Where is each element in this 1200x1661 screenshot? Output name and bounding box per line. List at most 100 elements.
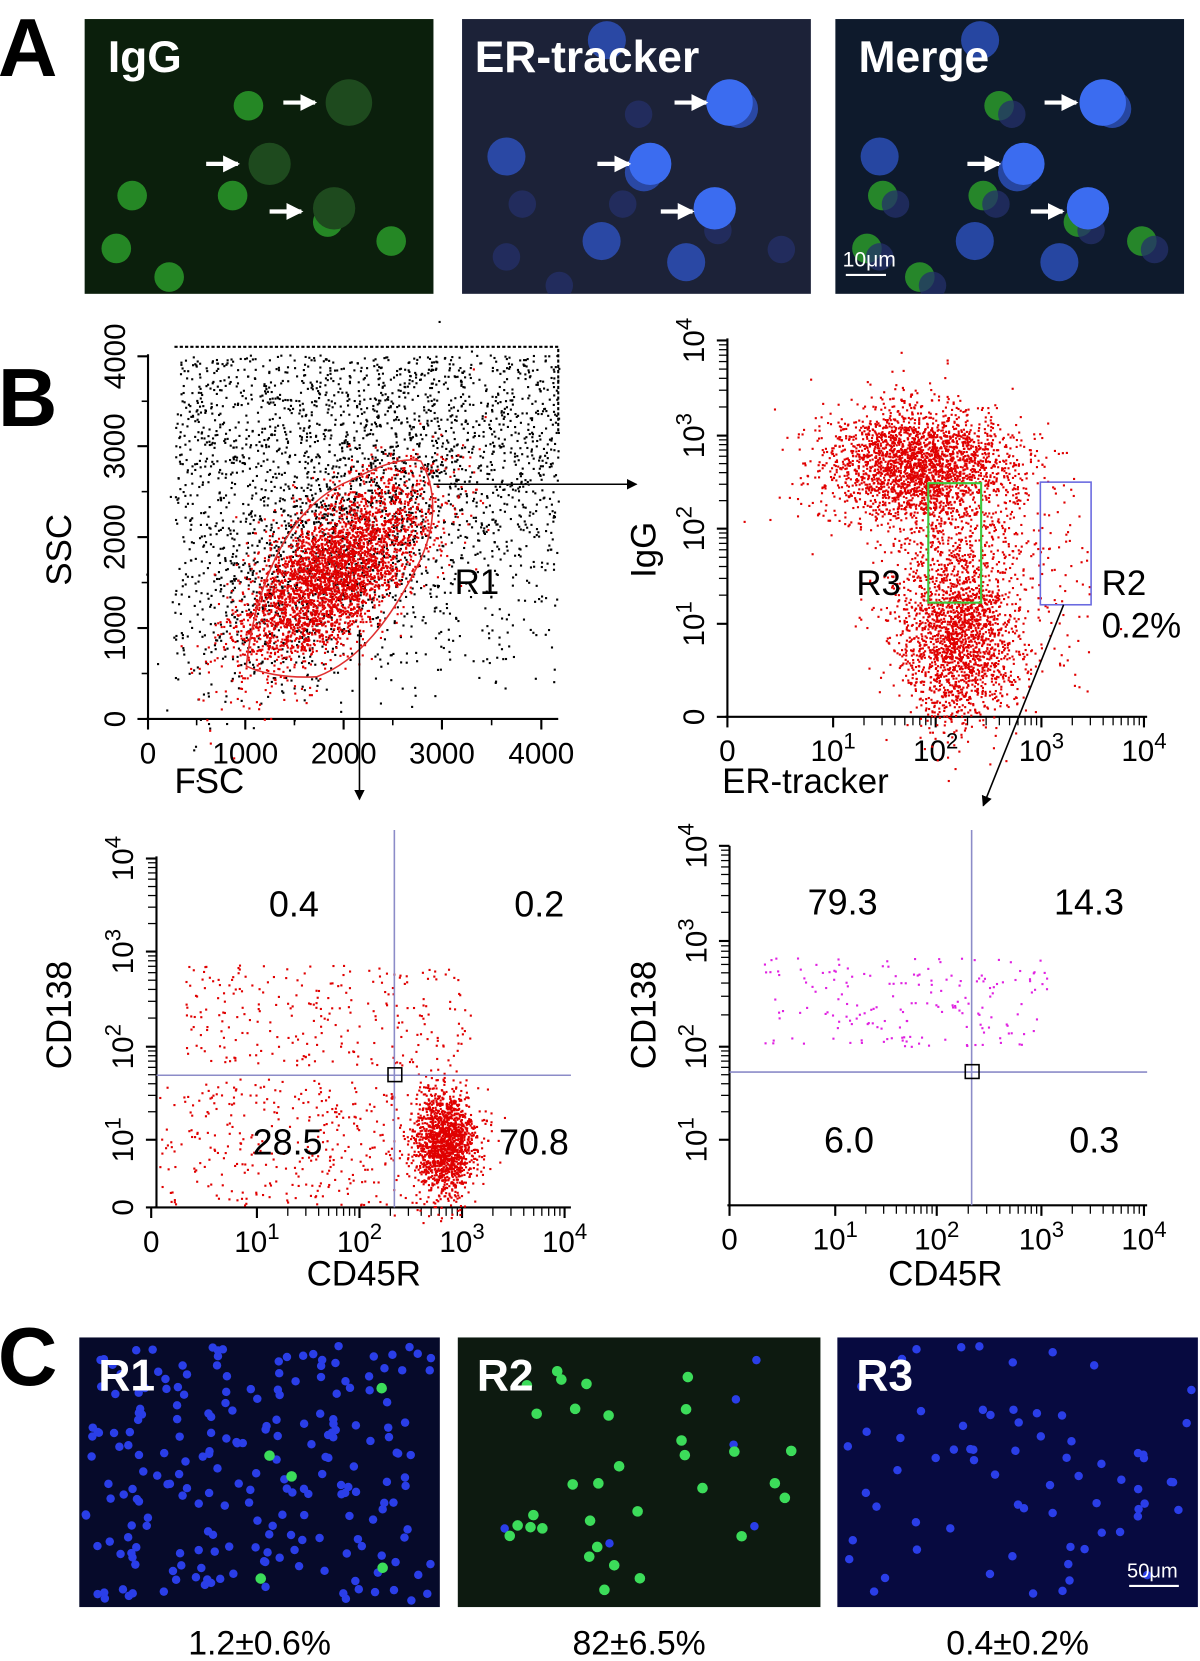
event [437,391,440,394]
event [456,443,459,446]
event [448,563,451,567]
event [258,583,261,586]
event [232,520,235,523]
event [388,586,391,589]
event [215,392,218,396]
event [281,563,284,567]
event [536,368,539,372]
event [210,651,213,654]
event [478,465,481,468]
event [310,411,313,414]
event [175,426,178,429]
event [371,514,374,517]
event [337,564,340,567]
event [166,709,169,712]
event [251,430,254,433]
event [212,462,215,466]
event [418,356,422,359]
event [279,626,282,629]
event [277,629,280,632]
event [452,523,455,526]
event [399,599,402,602]
event [272,578,276,581]
event [340,506,343,509]
event [290,640,293,643]
event [308,649,311,652]
event [188,410,191,413]
event [357,593,360,596]
tick-exponent: 4 [1154,1217,1166,1242]
event [333,526,337,529]
event [312,620,315,623]
event [301,519,304,523]
tick-exponent: 2 [947,1217,959,1242]
event [231,471,234,474]
event [364,491,367,495]
event [505,358,508,361]
event [257,629,260,632]
event [227,618,231,621]
event [224,557,227,560]
event [194,582,197,585]
event [245,577,248,581]
event [286,441,290,444]
event [425,434,428,437]
panel-letter: A [0,2,57,94]
event [352,621,355,624]
event [486,465,489,468]
event [180,453,183,456]
event [336,369,339,372]
event [186,425,189,428]
event [271,572,274,575]
event [374,593,377,596]
event [267,669,270,673]
event [375,410,379,413]
event [146,573,149,576]
event [314,509,317,512]
tick-label: 101 [810,729,855,769]
event [398,569,401,572]
event [251,531,255,534]
event [398,512,401,516]
event [435,595,438,598]
event [406,551,409,554]
event [447,628,450,631]
event [273,660,276,663]
event [300,486,303,489]
event [441,434,444,438]
event [341,442,344,445]
event [336,547,339,550]
event [427,368,430,371]
event [366,420,369,423]
event [553,668,556,671]
event [278,604,281,607]
event [318,393,322,396]
event [277,648,281,651]
event [501,479,504,482]
event [200,391,203,395]
event [283,638,286,641]
event [244,520,247,523]
event [353,369,356,372]
event [347,520,350,523]
event [360,408,363,411]
event [370,428,373,432]
event [224,494,228,497]
event [370,657,373,661]
event [283,427,286,430]
event [386,422,389,425]
event [399,367,403,370]
event [198,630,201,633]
event [271,417,274,421]
event [379,658,382,661]
event [309,655,312,658]
event [253,670,256,673]
event [382,611,385,614]
event [556,551,559,555]
event [304,575,307,578]
event [330,377,333,380]
event [348,505,351,508]
event [255,652,258,655]
event [281,615,284,618]
event [524,479,527,482]
